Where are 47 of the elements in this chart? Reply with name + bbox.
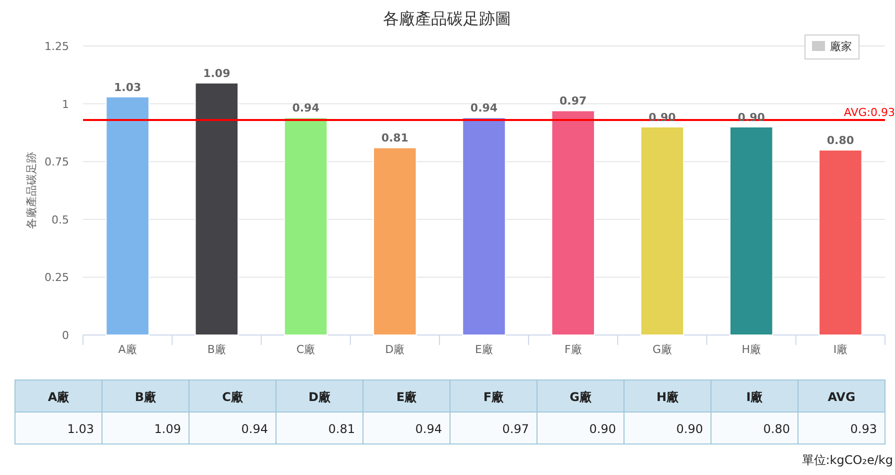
- x-tick-label: D廠: [385, 343, 405, 356]
- data-label: 0.80: [826, 134, 854, 148]
- legend: 廠家: [804, 34, 860, 60]
- category-label: I廠: [746, 390, 763, 404]
- data-label: 1.09: [203, 66, 230, 80]
- category-label: E廠: [396, 390, 417, 404]
- text: 1.03: [67, 422, 94, 436]
- category-label: C廠: [222, 390, 243, 404]
- category-label: F廠: [483, 390, 504, 404]
- data-label: 0.97: [560, 94, 587, 108]
- y-tick-label: 0.25: [44, 271, 69, 284]
- text: 0.97: [502, 422, 529, 436]
- text: 0.94: [241, 422, 268, 436]
- data-label: 0.94: [292, 102, 320, 115]
- x-tick-label: G廠: [652, 343, 672, 356]
- chart-title: 各廠產品碳足跡圖: [383, 9, 511, 28]
- text: 0.81: [328, 422, 355, 436]
- data-label: 1.03: [114, 80, 142, 94]
- x-tick-label: B廠: [207, 343, 226, 356]
- text: 0.80: [763, 422, 790, 436]
- data-label: 0.94: [470, 102, 498, 115]
- x-tick-label: H廠: [742, 343, 761, 356]
- category-label: B廠: [134, 390, 156, 404]
- x-tick-label: E廠: [475, 343, 493, 356]
- text: 0.94: [415, 422, 442, 436]
- x-tick-label: C廠: [296, 343, 316, 356]
- text: AVG: [828, 390, 856, 404]
- x-tick-label: A廠: [118, 343, 137, 356]
- data-label: 0.81: [381, 132, 408, 145]
- x-tick-label: F廠: [564, 343, 582, 356]
- text: 0.90: [589, 422, 616, 436]
- y-tick-label: 1.25: [44, 40, 69, 53]
- category-label: A廠: [48, 390, 70, 404]
- ref-line-label: AVG:0.93: [844, 106, 895, 119]
- y-tick-label: 0: [62, 329, 69, 342]
- text: 單位:kgCO₂e/kg: [802, 453, 893, 467]
- y-tick-label: 0.5: [52, 213, 69, 226]
- category-label: G廠: [570, 390, 592, 404]
- text: 1.09: [154, 422, 181, 436]
- y-axis-title: 各廠產品碳足跡: [25, 152, 38, 229]
- category-label: D廠: [308, 390, 330, 404]
- y-tick-label: 0.75: [44, 156, 69, 169]
- text: 0.90: [676, 422, 703, 436]
- category-label: H廠: [656, 390, 679, 404]
- text: 0.93: [850, 422, 877, 436]
- y-tick-label: 1: [62, 98, 69, 111]
- x-tick-label: I廠: [833, 343, 848, 356]
